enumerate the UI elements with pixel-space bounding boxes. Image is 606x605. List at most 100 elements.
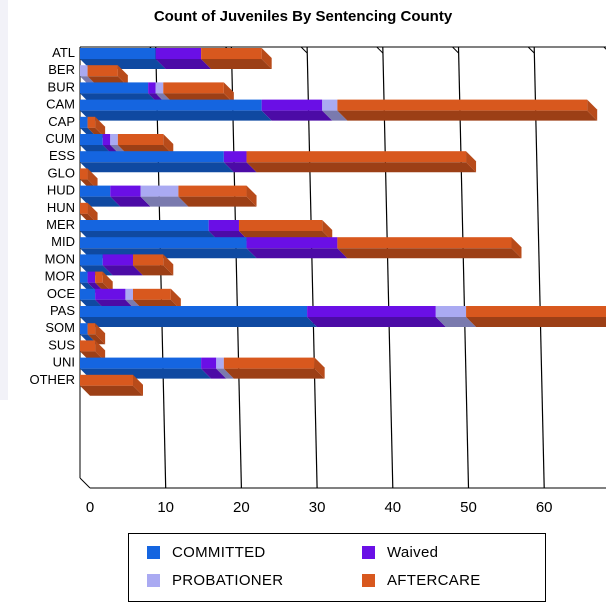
bar-depth-cam-probationer (322, 110, 348, 121)
bar-cam-waived (261, 99, 323, 111)
bar-cap-committed (80, 116, 88, 128)
bar-cum-probationer (110, 134, 118, 145)
bar-oce-aftercare (132, 288, 171, 300)
bar-uni-committed (80, 357, 202, 369)
category-label-atl: ATL (52, 45, 75, 60)
bar-cum-committed (80, 134, 103, 145)
category-label-hun: HUN (47, 200, 75, 215)
bar-bur-probationer (155, 82, 164, 94)
bar-depth-mid-aftercare (337, 248, 522, 259)
bar-hud-waived (110, 185, 141, 197)
bar-hud-committed (80, 185, 111, 197)
category-label-oce: OCE (47, 286, 76, 301)
bar-cam-aftercare (337, 99, 588, 111)
bar-mon-waived (102, 254, 133, 266)
bar-depth-uni-waived (201, 368, 227, 379)
legend-label-probationer: PROBATIONER (172, 572, 284, 589)
x-tick-label: 10 (157, 499, 174, 516)
legend-swatch-aftercare (362, 574, 375, 587)
bar-depth-pas-waived (307, 317, 446, 327)
legend-item-committed: COMMITTED (147, 544, 266, 561)
bar-depth-hud-waived (110, 196, 151, 207)
gridline-tick-50 (452, 46, 459, 54)
bar-glo-aftercare (80, 168, 88, 180)
bar-depth-uni-probationer (216, 368, 234, 379)
category-label-cam: CAM (46, 97, 75, 112)
legend-item-waived: Waived (362, 544, 438, 561)
category-label-ess: ESS (49, 148, 75, 163)
bar-depth-atl-waived (155, 59, 212, 69)
bar-end-glo (87, 168, 98, 190)
bar-depth-pas-probationer (435, 317, 477, 327)
bar-som-committed (80, 323, 88, 335)
bar-cap-aftercare (87, 116, 96, 128)
category-label-uni: UNI (53, 355, 75, 370)
bar-ess-aftercare (246, 151, 467, 163)
x-tick-label: 20 (233, 499, 250, 516)
bar-atl-aftercare (201, 48, 262, 59)
bar-hud-probationer (140, 185, 179, 197)
category-label-pas: PAS (50, 303, 75, 318)
bar-sus-aftercare (80, 340, 96, 352)
category-label-ber: BER (48, 62, 75, 77)
legend-label-aftercare: AFTERCARE (387, 572, 481, 589)
category-label-mon: MON (45, 251, 75, 266)
bar-pas-aftercare (466, 306, 606, 317)
legend-label-waived: Waived (387, 544, 439, 561)
chart-title: Count of Juveniles By Sentencing County (153, 8, 453, 25)
legend-item-probationer: PROBATIONER (147, 572, 283, 589)
bar-ber-probationer (80, 65, 88, 77)
bar-pas-committed (80, 306, 308, 317)
bar-depth-pas-committed (80, 317, 318, 327)
bar-cam-committed (80, 99, 262, 111)
gridline-tick-30 (300, 46, 308, 54)
bar-ess-waived (223, 151, 247, 163)
bar-pas-probationer (435, 306, 467, 317)
bar-hun-aftercare (80, 202, 88, 214)
bar-ber-aftercare (87, 65, 118, 77)
x-tick-label: 60 (536, 499, 553, 516)
bar-mor-committed (80, 271, 88, 283)
gridline-tick-40 (376, 46, 384, 54)
category-label-mid: MID (51, 234, 75, 249)
bar-mer-waived (208, 220, 239, 231)
x-tick-label: 50 (460, 499, 477, 516)
bar-end-uni (314, 357, 325, 379)
bar-end-mor (102, 271, 113, 293)
bar-atl-committed (80, 48, 156, 59)
bar-end-oce (170, 288, 181, 310)
gridline-tick-60 (527, 46, 535, 54)
bar-depth-ess-waived (223, 162, 257, 173)
legend-label-committed: COMMITTED (172, 544, 266, 561)
bar-end-atl (261, 48, 272, 69)
legend-item-aftercare: AFTERCARE (362, 572, 481, 589)
bar-depth-uni-aftercare (223, 368, 325, 379)
bar-depth-hud-probationer (140, 196, 189, 207)
bar-depth-other-aftercare (80, 385, 143, 396)
bar-pas-waived (307, 306, 436, 317)
bar-depth-atl-aftercare (201, 59, 272, 69)
bar-mor-aftercare (95, 271, 103, 283)
legend-swatch-waived (362, 546, 375, 559)
bar-depth-som-aftercare (87, 334, 106, 345)
bar-end-cum (163, 134, 174, 155)
bar-mon-aftercare (132, 254, 164, 266)
bar-som-aftercare (87, 323, 96, 335)
bar-oce-waived (95, 288, 126, 300)
bar-depth-hud-committed (80, 196, 121, 207)
category-label-cum: CUM (45, 131, 75, 146)
gridline-tick-70 (603, 46, 606, 50)
side-strip (0, 0, 8, 400)
x-tick-label: 0 (86, 499, 94, 516)
bar-depth-mid-waived (246, 248, 348, 259)
bar-end-sus (95, 340, 106, 362)
bar-ess-committed (80, 151, 224, 163)
category-label-som: SOM (45, 320, 75, 335)
bar-depth-ess-aftercare (246, 162, 477, 173)
bar-depth-ess-committed (80, 162, 234, 173)
category-label-cap: CAP (48, 114, 75, 129)
bar-end-hud (246, 185, 257, 207)
bar-end-cam (587, 99, 598, 121)
category-label-mor: MOR (45, 269, 75, 284)
